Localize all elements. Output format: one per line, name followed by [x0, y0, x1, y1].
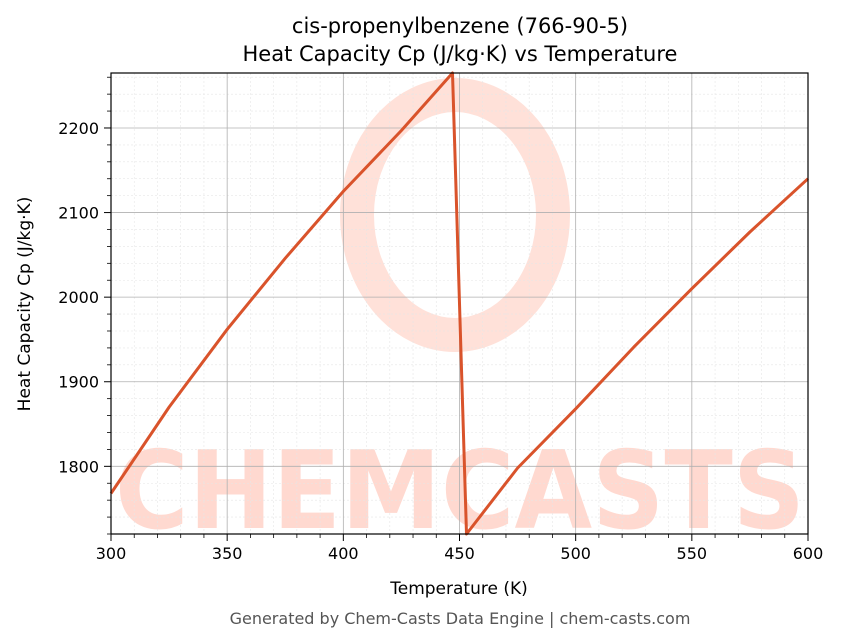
x-tick-label: 450 — [444, 544, 475, 563]
x-tick-label: 600 — [793, 544, 824, 563]
y-tick-label: 2200 — [58, 119, 99, 138]
x-tick-label: 550 — [677, 544, 708, 563]
chart-subtitle: Heat Capacity Cp (J/kg·K) vs Temperature — [243, 42, 678, 66]
y-tick-label: 2100 — [58, 204, 99, 223]
y-tick-label: 2000 — [58, 288, 99, 307]
watermark: CHEMCASTS — [115, 78, 805, 554]
x-tick-label: 500 — [560, 544, 591, 563]
series-line-cp — [109, 71, 810, 536]
y-axis-label: Heat Capacity Cp (J/kg·K) — [15, 197, 35, 412]
x-tick-label: 400 — [328, 544, 359, 563]
x-tick-label: 350 — [212, 544, 243, 563]
x-tick-labels: 300 350 400 450 500 550 600 — [96, 544, 824, 563]
footer-credit: Generated by Chem-Casts Data Engine | ch… — [230, 609, 691, 628]
axis-ticks — [104, 76, 809, 541]
y-tick-label: 1800 — [58, 457, 99, 476]
chart-title: cis-propenylbenzene (766-90-5) — [292, 14, 628, 38]
watermark-text: CHEMCASTS — [115, 429, 805, 554]
watermark-logo-ring — [340, 78, 570, 352]
y-tick-labels: 1800 1900 2000 2100 2200 — [58, 119, 99, 476]
x-tick-label: 300 — [96, 544, 127, 563]
x-axis-label: Temperature (K) — [389, 579, 528, 599]
y-tick-label: 1900 — [58, 373, 99, 392]
